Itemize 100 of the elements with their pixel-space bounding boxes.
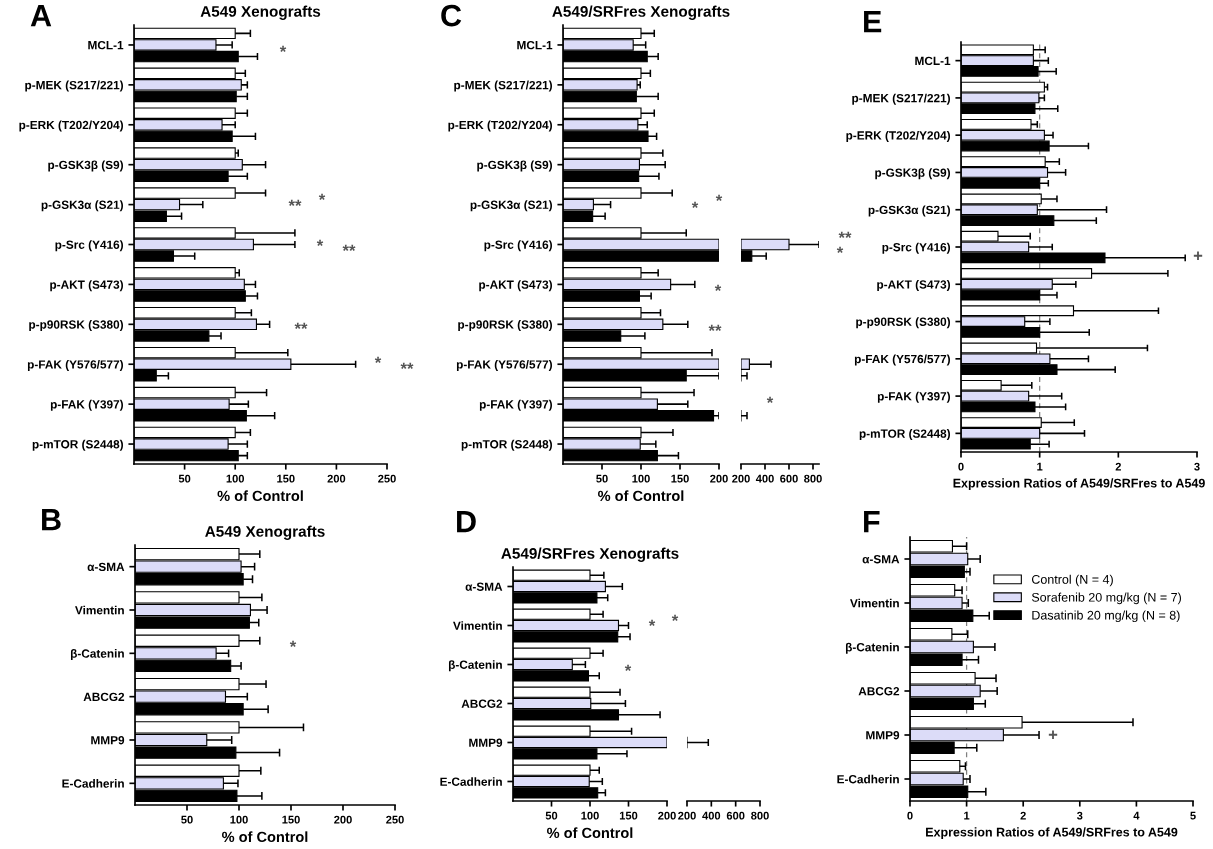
- x-tick-label: 5: [1190, 811, 1196, 820]
- annotation: +: [1048, 730, 1058, 739]
- y-tick-label: p-FAK (Y576/577): [456, 359, 552, 371]
- x-axis-title: % of Control: [217, 490, 303, 502]
- x-tick-label: 150: [277, 474, 295, 483]
- x-tick-label: 0: [907, 811, 913, 820]
- text: E: [864, 11, 882, 33]
- annotation: **: [342, 244, 356, 252]
- x-tick-label: 200: [658, 811, 676, 820]
- y-tick-label: Vimentin: [75, 605, 124, 615]
- annotation: +: [1193, 251, 1203, 260]
- y-tick-label: ABCG2: [858, 687, 900, 696]
- annotation: *: [648, 619, 656, 627]
- annotation: *: [316, 239, 324, 247]
- y-tick-label: p-AKT (S473): [50, 280, 123, 292]
- x-axis-title: % of Control: [547, 827, 633, 839]
- y-tick-label: β-Catenin: [448, 660, 502, 672]
- y-tick-label: p-FAK (Y397): [877, 391, 950, 403]
- y-tick-label: p-MEK (S217/221): [852, 93, 950, 105]
- x-tick-label: 800: [804, 474, 822, 483]
- chart-title: A549 Xenografts: [200, 5, 321, 20]
- legend-label: Sorafenib 20 mg/kg (N = 7): [1031, 592, 1181, 605]
- x-tick-label: 100: [632, 474, 650, 483]
- annotation: *: [624, 664, 632, 672]
- text: A: [30, 5, 52, 27]
- y-tick-label: α-SMA: [465, 582, 503, 591]
- x-axis-title: Expression Ratios of A549/SRFres to A549: [926, 827, 1178, 839]
- annotation: *: [715, 194, 723, 202]
- annotation: *: [374, 356, 382, 364]
- x-tick-label: 150: [619, 811, 638, 820]
- text: *: [671, 614, 679, 622]
- y-tick-label: p-p90RSK (S380): [856, 317, 950, 329]
- x-tick-label: 150: [282, 815, 300, 824]
- y-tick-label: p-Src (Y416): [484, 240, 552, 252]
- x-tick-label: 150: [671, 474, 689, 483]
- y-tick-label: p-p90RSK (S380): [458, 320, 552, 332]
- y-tick-label: MCL-1: [915, 56, 951, 66]
- x-tick-label: 100: [230, 815, 248, 824]
- y-tick-label: p-p90RSK (S380): [29, 320, 123, 332]
- annotation: **: [294, 322, 308, 330]
- y-tick-label: p-GSK3α (S21): [41, 200, 123, 212]
- text: *: [836, 246, 844, 254]
- x-tick-label: 200: [334, 815, 352, 824]
- x-tick-label: 1: [964, 811, 970, 820]
- annotation: *: [279, 45, 287, 53]
- x-tick-label: 100: [581, 811, 599, 820]
- y-tick-label: p-Src (Y416): [882, 242, 950, 254]
- x-tick-label: 3: [1194, 462, 1200, 471]
- x-tick-label: 50: [545, 811, 558, 820]
- y-tick-label: E-Cadherin: [440, 777, 502, 786]
- annotation: **: [288, 199, 302, 207]
- x-axis-title: Expression Ratios of A549/SRFres to A549: [953, 478, 1205, 490]
- y-tick-label: p-AKT (S473): [877, 280, 950, 291]
- x-tick-label: 200: [678, 811, 696, 820]
- x-tick-label: 2: [1020, 811, 1026, 820]
- y-tick-label: p-GSK3β (S9): [875, 168, 950, 180]
- x-tick-label: 100: [226, 474, 245, 483]
- chart-title: A549/SRFres Xenografts: [501, 547, 679, 562]
- y-tick-label: p-ERK (T202/Y204): [846, 130, 950, 142]
- y-tick-label: p-mTOR (S2448): [859, 429, 950, 441]
- chart-title: A549/SRFres Xenografts: [552, 5, 730, 20]
- annotation: *: [289, 640, 297, 648]
- y-tick-label: MCL-1: [517, 40, 553, 50]
- y-tick-label: α-SMA: [87, 562, 125, 572]
- y-tick-label: Vimentin: [453, 621, 502, 630]
- text: C: [441, 4, 462, 27]
- y-tick-label: E-Cadherin: [62, 779, 124, 788]
- y-tick-label: p-GSK3α (S21): [470, 200, 552, 212]
- annotation: *: [318, 193, 326, 201]
- x-tick-label: 1: [1037, 462, 1043, 471]
- y-tick-label: p-MEK (S217/221): [25, 80, 123, 92]
- chart-title: A549 Xenografts: [205, 525, 325, 540]
- y-tick-label: p-Src (Y416): [55, 240, 123, 252]
- text: **: [400, 362, 414, 370]
- y-tick-label: β-Catenin: [845, 642, 899, 654]
- y-tick-label: p-AKT (S473): [479, 280, 552, 292]
- x-tick-label: 2: [1115, 462, 1121, 471]
- text: F: [864, 511, 880, 533]
- x-tick-label: 200: [732, 474, 750, 483]
- text: **: [838, 231, 852, 239]
- annotation: *: [714, 284, 722, 292]
- y-tick-label: MMP9: [866, 731, 900, 740]
- x-tick-label: 4: [1133, 811, 1140, 820]
- x-tick-label: 200: [710, 474, 728, 483]
- y-tick-label: MCL-1: [88, 40, 124, 50]
- y-tick-label: E-Cadherin: [837, 774, 899, 784]
- y-tick-label: p-FAK (Y397): [479, 399, 552, 411]
- y-tick-label: p-GSK3β (S9): [48, 160, 123, 172]
- text: D: [457, 511, 476, 533]
- x-tick-label: 0: [958, 462, 964, 471]
- text: B: [42, 509, 61, 531]
- y-tick-label: p-FAK (Y576/577): [27, 359, 123, 371]
- x-tick-label: 400: [702, 811, 721, 820]
- x-tick-label: 600: [726, 811, 745, 820]
- y-tick-label: p-GSK3α (S21): [868, 205, 950, 217]
- y-tick-label: p-GSK3β (S9): [477, 160, 552, 172]
- x-tick-label: 250: [386, 815, 404, 824]
- legend-label: Control (N = 4): [1031, 574, 1113, 587]
- y-tick-label: p-FAK (Y397): [50, 399, 123, 411]
- x-axis-title: % of Control: [598, 490, 684, 502]
